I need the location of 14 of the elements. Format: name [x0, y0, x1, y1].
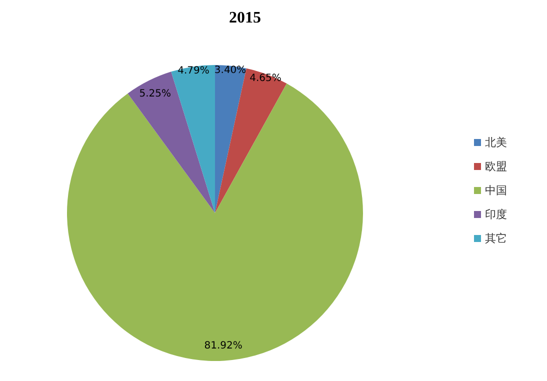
pie-slice [171, 65, 215, 213]
data-label: 3.40% [214, 64, 246, 76]
pie-slice [215, 65, 246, 213]
legend-label: 中国 [485, 184, 507, 196]
chart-title: 2015 [229, 10, 261, 26]
pie-slice [67, 84, 363, 361]
legend-label: 其它 [485, 232, 507, 244]
legend-label: 欧盟 [485, 160, 507, 172]
data-label: 4.79% [178, 66, 210, 77]
data-label: 4.65% [250, 73, 282, 84]
data-label: 81.92% [204, 340, 242, 352]
data-label: 5.25% [139, 88, 172, 100]
legend-label: 印度 [485, 208, 507, 220]
legend-label: 北美 [485, 136, 507, 148]
